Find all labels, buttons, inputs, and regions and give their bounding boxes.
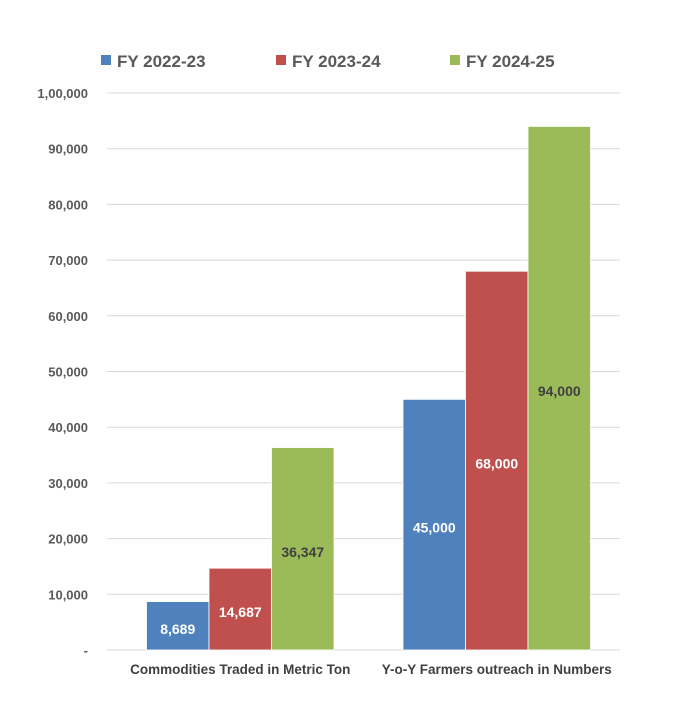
x-axis-category-labels: Commodities Traded in Metric Ton Y-o-Y Fa… (130, 662, 612, 677)
bar (146, 601, 210, 651)
bar (271, 447, 335, 651)
y-tick-label: 60,000 (48, 309, 88, 324)
bar (527, 126, 591, 651)
y-tick-label: 80,000 (48, 197, 88, 212)
bar (208, 567, 272, 651)
y-tick-label: 30,000 (48, 476, 88, 491)
legend-swatch (101, 55, 111, 65)
y-tick-label: 20,000 (48, 532, 88, 547)
legend-swatch (450, 55, 460, 65)
data-label: 14,687 (219, 604, 262, 620)
y-tick-label: 1,00,000 (37, 86, 88, 101)
data-label: 94,000 (538, 383, 581, 399)
bar (402, 398, 466, 651)
x-category-label: Y-o-Y Farmers outreach in Numbers (382, 662, 612, 677)
y-tick-label: 10,000 (48, 587, 88, 602)
data-label: 68,000 (475, 456, 518, 472)
data-label: 8,689 (160, 621, 195, 637)
data-label: 36,347 (281, 544, 324, 560)
y-tick-label: 90,000 (48, 142, 88, 157)
legend-label: FY 2024-25 (466, 52, 555, 71)
legend-swatch (276, 55, 286, 65)
y-tick-label: 40,000 (48, 420, 88, 435)
bar (465, 270, 529, 651)
x-category-label: Commodities Traded in Metric Ton (130, 662, 350, 677)
y-tick-label: - (84, 643, 88, 658)
y-tick-label: 70,000 (48, 253, 88, 268)
legend-label: FY 2022-23 (117, 52, 206, 71)
data-label: 45,000 (413, 520, 456, 536)
y-axis-tick-labels: - 10,000 20,000 30,000 40,000 50,000 60,000 70,… (37, 86, 88, 658)
y-tick-label: 50,000 (48, 365, 88, 380)
legend: FY 2022-23 FY 2023-24 FY 2024-25 (101, 52, 555, 71)
bars: 8,689 14,687 36,347 45,000 68,000 94,000 (146, 126, 591, 651)
legend-label: FY 2023-24 (292, 52, 381, 71)
